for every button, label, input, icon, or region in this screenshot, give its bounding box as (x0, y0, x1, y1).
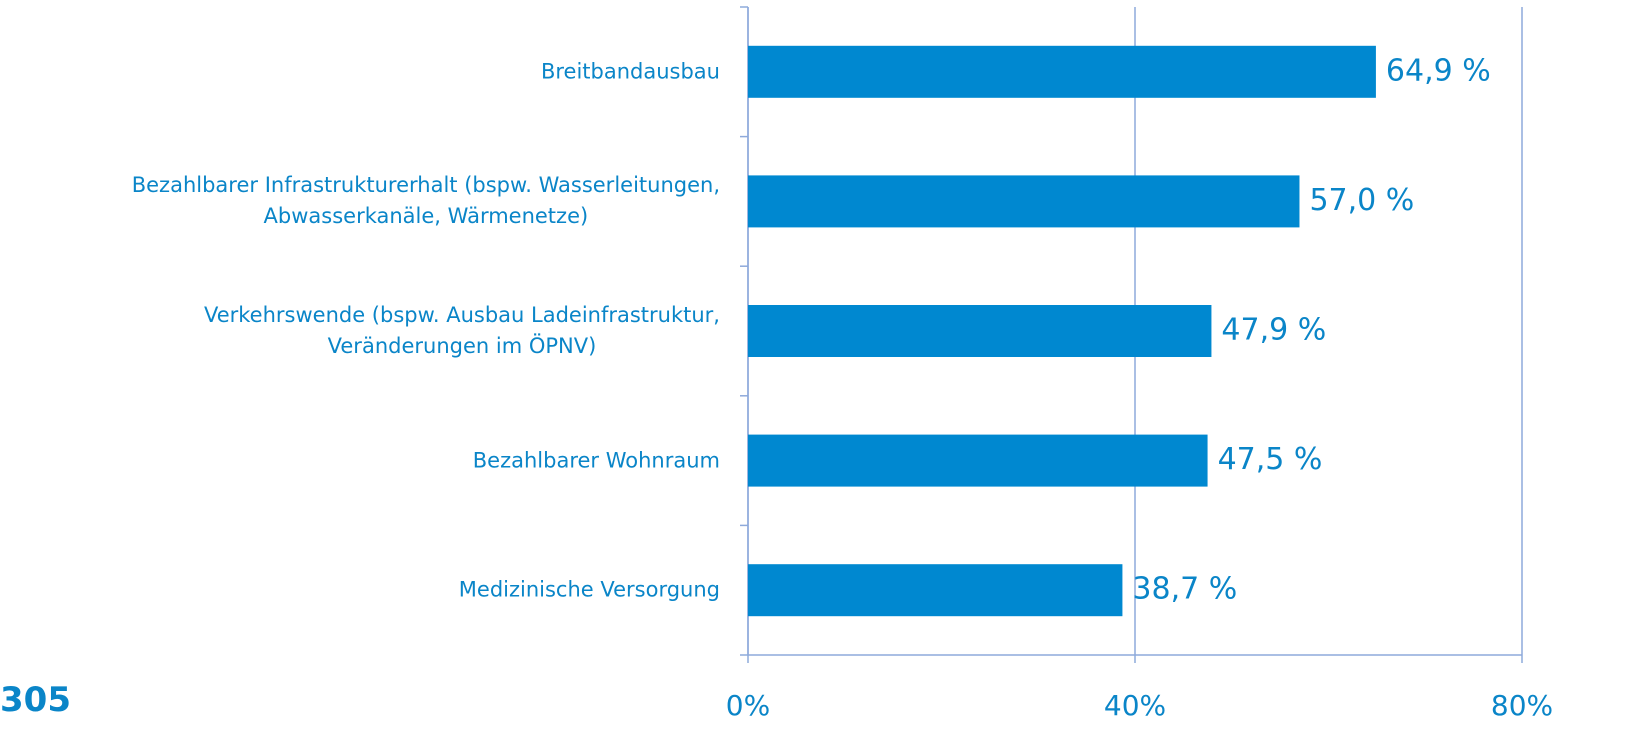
value-label: 57,0 % (1309, 183, 1414, 218)
bar (748, 564, 1123, 617)
category-label: Bezahlbarer Infrastrukturerhalt (bspw. W… (131, 173, 720, 229)
category-label: Medizinische Versorgung (458, 577, 720, 602)
sample-size: 305 (0, 680, 71, 720)
x-tick-label: 80% (1491, 689, 1553, 722)
value-label: 47,9 % (1221, 313, 1326, 348)
category-label: Bezahlbarer Wohnraum (472, 448, 720, 473)
x-tick-label: 40% (1104, 689, 1166, 722)
bar (748, 434, 1208, 487)
category-label: Breitbandausbau (540, 59, 720, 84)
bar (748, 305, 1212, 357)
value-label: 47,5 % (1218, 442, 1323, 477)
bar (748, 45, 1376, 98)
category-label: Verkehrswende (bspw. Ausbau Ladeinfrastr… (203, 303, 720, 358)
value-label: 64,9 % (1386, 53, 1491, 88)
x-tick-label: 0% (726, 689, 770, 722)
bar (748, 175, 1300, 228)
value-label: 38,7 % (1132, 572, 1237, 607)
